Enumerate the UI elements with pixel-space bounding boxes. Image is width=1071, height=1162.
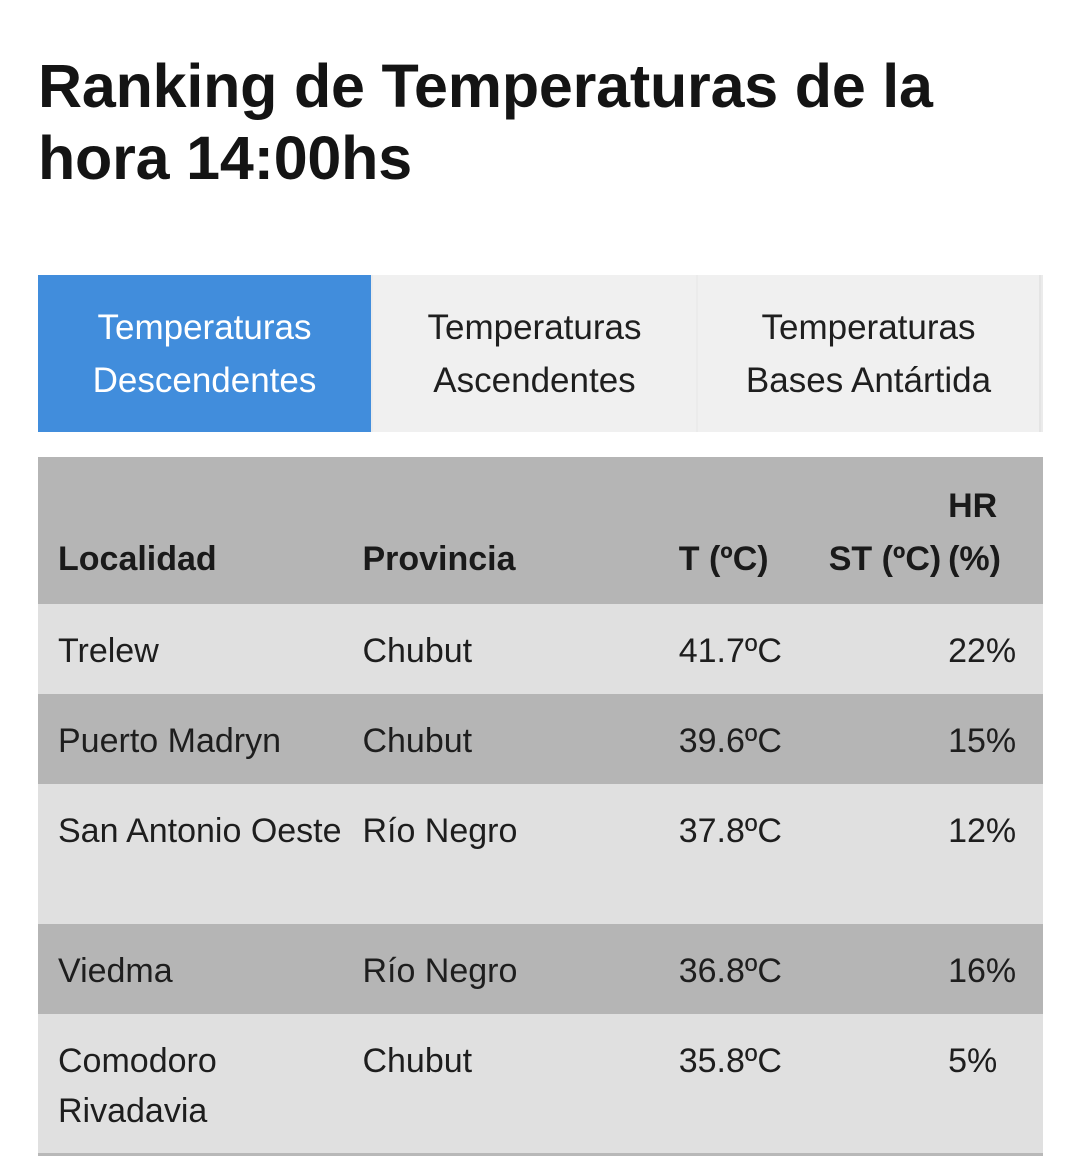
cell-sensacion-termica xyxy=(829,694,948,784)
cell-sensacion-termica xyxy=(829,924,948,1014)
tab-bar: Temperaturas Descendentes Temperaturas A… xyxy=(38,275,1043,432)
table-row: Comodoro Rivadavia Chubut 35.8ºC 5% xyxy=(38,1014,1043,1156)
cell-temperatura: 35.8ºC xyxy=(678,1014,829,1156)
tab-label-line1: Temperaturas xyxy=(97,307,312,347)
cell-temperatura: 37.8ºC xyxy=(678,812,782,850)
tab-temperaturas-bases-antartida[interactable]: Temperaturas Bases Antártida xyxy=(698,275,1041,432)
cell-humedad: 5% xyxy=(948,1014,1043,1156)
table-row: Puerto Madryn Chubut 39.6ºC 15% xyxy=(38,694,1043,784)
table-row: Viedma Río Negro 36.8ºC 16% xyxy=(38,924,1043,1014)
cell-temperatura: 39.6ºC xyxy=(678,722,782,760)
header-temperatura: T (ºC) xyxy=(678,540,769,578)
cell-localidad: San Antonio Oeste xyxy=(58,812,342,850)
temperature-ranking-table: Localidad Provincia T (ºC) ST (ºC) HR (%… xyxy=(38,457,1043,1156)
table-row: San Antonio Oeste Río Negro 37.8ºC 12% xyxy=(38,784,1043,924)
cell-sensacion-termica xyxy=(829,604,948,694)
header-sensacion-termica: ST (ºC) xyxy=(828,540,942,578)
cell-localidad: Trelew xyxy=(58,632,159,670)
table-row: Trelew Chubut 41.7ºC 22% xyxy=(38,604,1043,694)
tab-temperaturas-ascendentes[interactable]: Temperaturas Ascendentes xyxy=(373,275,696,432)
tab-label-line2: Ascendentes xyxy=(433,360,636,400)
cell-humedad: 22% xyxy=(948,632,1017,670)
cell-temperatura: 41.7ºC xyxy=(678,632,782,670)
cell-provincia: Río Negro xyxy=(362,952,518,990)
cell-localidad: Comodoro Rivadavia xyxy=(38,1014,363,1156)
table-header-row: Localidad Provincia T (ºC) ST (ºC) HR (%… xyxy=(38,457,1043,604)
cell-provincia: Chubut xyxy=(362,1014,679,1156)
cell-humedad: 12% xyxy=(948,812,1017,850)
tab-label-line2: Bases Antártida xyxy=(745,360,992,400)
cell-localidad: Viedma xyxy=(58,952,173,990)
cell-humedad: 15% xyxy=(948,722,1017,760)
cell-provincia: Chubut xyxy=(362,722,473,760)
tab-label-line1: Temperaturas xyxy=(761,307,976,347)
cell-humedad: 16% xyxy=(948,952,1017,990)
cell-provincia: Río Negro xyxy=(362,812,518,850)
cell-provincia: Chubut xyxy=(362,632,473,670)
tab-label-line1: Temperaturas xyxy=(427,307,642,347)
header-localidad: Localidad xyxy=(58,540,217,578)
tab-label-line2: Descendentes xyxy=(92,360,317,400)
header-provincia: Provincia xyxy=(362,540,516,578)
tab-temperaturas-descendentes[interactable]: Temperaturas Descendentes xyxy=(38,275,371,432)
header-humedad: HR (%) xyxy=(948,487,1001,578)
cell-sensacion-termica xyxy=(829,784,948,924)
cell-sensacion-termica xyxy=(828,1014,949,1156)
cell-localidad: Puerto Madryn xyxy=(58,722,281,760)
cell-temperatura: 36.8ºC xyxy=(678,952,782,990)
page-title: Ranking de Temperaturas de la hora 14:00… xyxy=(38,52,933,192)
